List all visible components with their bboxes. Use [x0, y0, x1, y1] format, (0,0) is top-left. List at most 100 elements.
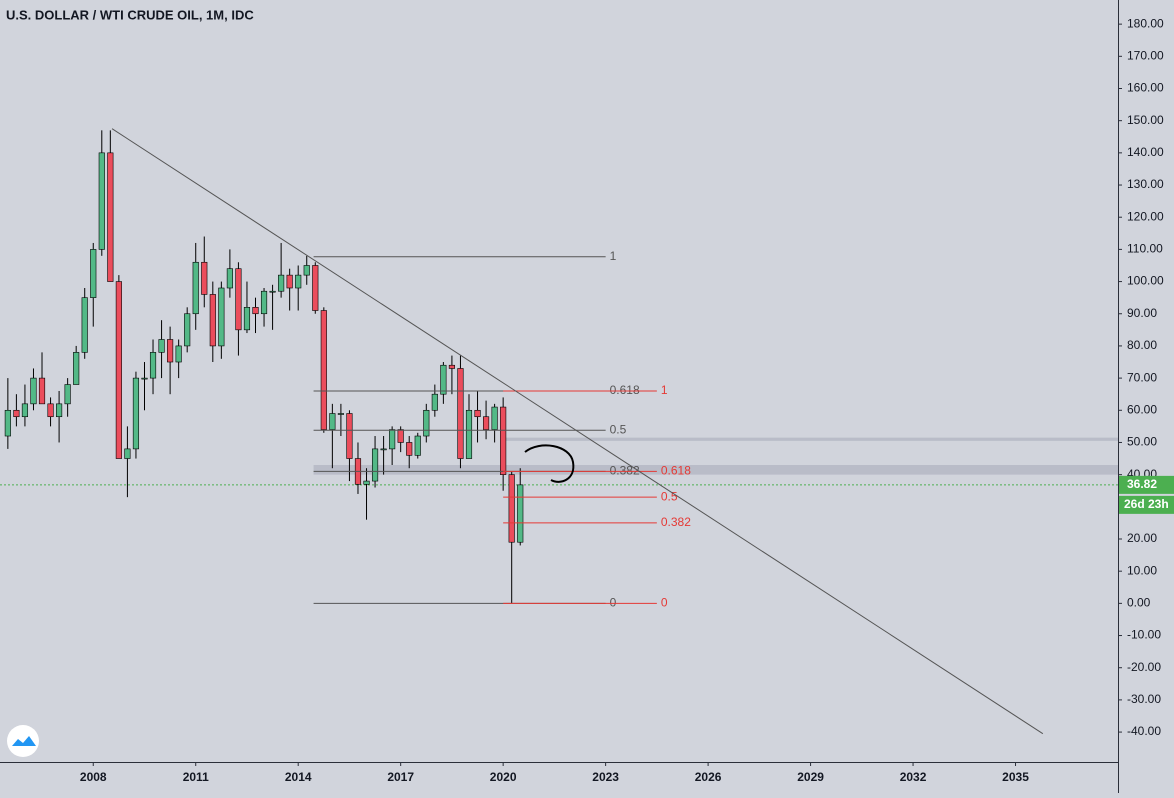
y-tick-label: -20.00	[1127, 660, 1161, 674]
candle-body	[192, 261, 199, 315]
price-label: 36.82	[1127, 477, 1157, 491]
fib-label: 0.5	[610, 422, 627, 436]
candle-body	[98, 152, 105, 250]
candle-body	[457, 368, 464, 459]
fib-label: 1	[610, 249, 617, 263]
zone	[313, 464, 1118, 475]
candle-body	[414, 435, 421, 456]
candle-body	[38, 377, 46, 405]
candle-body	[56, 403, 63, 418]
candle-body	[295, 274, 302, 289]
x-tick-label: 2011	[183, 770, 209, 784]
trendline	[111, 128, 1044, 735]
candle-body	[218, 287, 225, 347]
candle-body	[278, 274, 285, 292]
fib-label: 0.5	[661, 489, 678, 503]
candle-body	[184, 313, 191, 347]
candle-body	[235, 268, 242, 331]
y-tick-label: -40.00	[1127, 724, 1161, 738]
y-tick-label: -10.00	[1127, 628, 1161, 642]
candle-body	[115, 281, 122, 459]
x-tick-label: 2035	[1002, 770, 1029, 784]
candle-body	[132, 377, 140, 450]
x-tick-label: 2029	[797, 770, 824, 784]
candle-body	[260, 290, 268, 315]
y-tick-label: 140.00	[1127, 145, 1164, 159]
y-tick-label: -30.00	[1127, 692, 1161, 706]
candle-body	[406, 442, 413, 456]
y-tick-label: 60.00	[1127, 402, 1157, 416]
logo	[7, 725, 39, 757]
candle-body	[482, 416, 490, 430]
fib-label: 0	[661, 596, 668, 610]
candle-body	[423, 409, 430, 437]
candle-body	[320, 310, 327, 430]
candle-body	[4, 409, 11, 437]
candle-body	[303, 265, 310, 276]
x-tick-label: 2023	[592, 770, 619, 784]
candle-body	[312, 265, 319, 311]
y-tick-label: 180.00	[1127, 16, 1164, 30]
fib-label: 1	[661, 383, 668, 397]
candle-body	[158, 339, 165, 353]
candle-body	[243, 307, 251, 331]
y-tick-label: 0.00	[1127, 596, 1151, 610]
candle-body	[363, 480, 370, 485]
y-tick-label: 170.00	[1127, 48, 1164, 62]
y-tick-label: 70.00	[1127, 370, 1157, 384]
candle-body	[90, 249, 97, 298]
y-tick-label: 50.00	[1127, 435, 1157, 449]
candle-body	[252, 307, 259, 315]
candle-body	[431, 393, 438, 411]
x-tick-label: 2008	[80, 770, 107, 784]
candle-body	[465, 409, 473, 459]
candle-body	[380, 448, 387, 451]
candle-body	[167, 339, 174, 363]
fib-label: 0.382	[610, 464, 640, 478]
candle-body	[329, 413, 336, 430]
candle-body	[81, 297, 88, 353]
x-tick-label: 2017	[387, 770, 414, 784]
fib-label: 0.382	[661, 515, 691, 529]
candle-body	[500, 406, 507, 475]
y-tick-label: 150.00	[1127, 113, 1164, 127]
y-tick-label: 130.00	[1127, 177, 1164, 191]
candle-body	[175, 345, 182, 363]
candle-body	[389, 429, 396, 450]
x-tick-label: 2032	[900, 770, 927, 784]
candle-body	[286, 274, 293, 289]
candle-body	[141, 377, 148, 380]
y-tick-label: 80.00	[1127, 338, 1157, 352]
candle-body	[13, 409, 20, 418]
y-tick-label: 120.00	[1127, 209, 1164, 223]
fib-label: 0	[610, 596, 617, 610]
fib-label: 0.618	[610, 383, 640, 397]
candle-body	[64, 384, 71, 405]
candle-body	[440, 364, 447, 395]
fib-label: 0.618	[661, 464, 691, 478]
candle-body	[491, 406, 498, 430]
chart-title: U.S. DOLLAR / WTI CRUDE OIL, 1M, IDC	[6, 7, 254, 22]
y-tick-label: 160.00	[1127, 81, 1164, 95]
candle-body	[73, 352, 80, 385]
candle-body	[30, 377, 37, 405]
y-tick-label: 100.00	[1127, 274, 1164, 288]
candle-body	[226, 268, 233, 289]
zone	[503, 437, 1118, 441]
y-tick-label: 110.00	[1127, 242, 1163, 256]
candle-body	[474, 409, 481, 418]
candle-body	[201, 261, 208, 295]
candle-body	[47, 403, 54, 418]
candle-body	[337, 413, 344, 415]
x-tick-label: 2020	[490, 770, 517, 784]
x-tick-label: 2014	[285, 770, 312, 784]
y-tick-label: 20.00	[1127, 531, 1157, 545]
price-label-box	[1119, 475, 1174, 494]
candle-body	[209, 294, 216, 347]
candle-body	[448, 364, 455, 369]
hand-drawing	[524, 444, 575, 483]
y-tick-label: 10.00	[1127, 563, 1157, 577]
candle-body	[517, 484, 524, 543]
